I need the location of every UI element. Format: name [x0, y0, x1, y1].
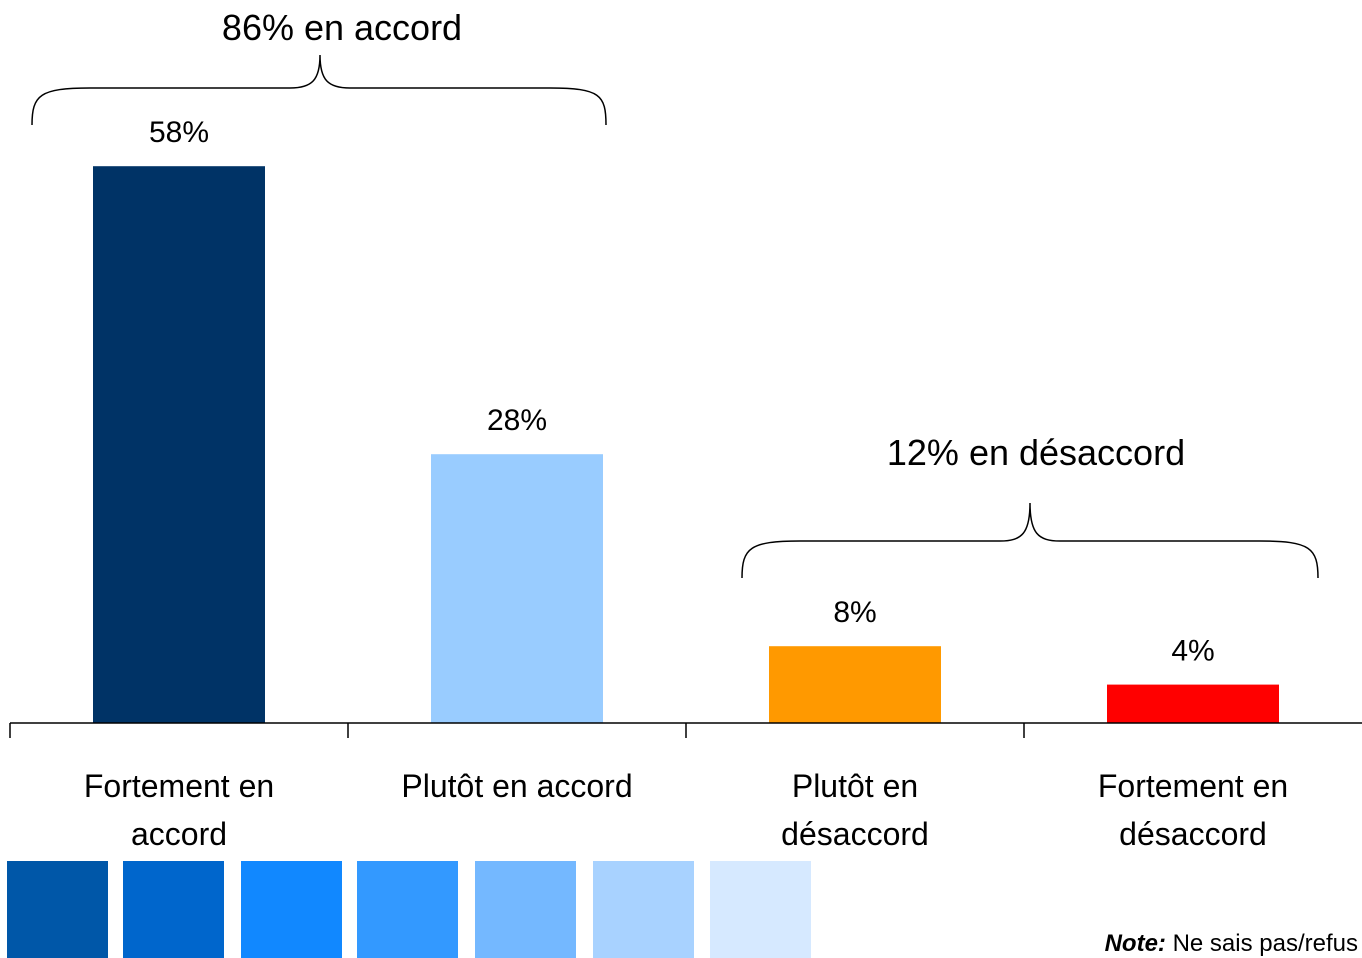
x-tick-label: Fortement en accord: [83, 768, 275, 852]
x-tick-label: Plutôt en désaccord: [781, 768, 929, 852]
bar: [1107, 684, 1279, 723]
brace: [741, 502, 1319, 579]
note-text: Ne sais pas/refus: [1172, 930, 1358, 957]
value-label: 28%: [487, 404, 547, 437]
x-tick-label: Fortement en désaccord: [1097, 768, 1289, 852]
note-label: Note:: [1104, 930, 1166, 957]
swatch: [593, 861, 694, 958]
bar: [431, 454, 603, 723]
value-label: 4%: [1171, 635, 1214, 668]
bar: [93, 166, 265, 723]
swatch: [475, 861, 576, 958]
annotation: 86% en accord: [222, 7, 462, 48]
swatch: [241, 861, 342, 958]
brace: [31, 54, 607, 126]
swatch: [357, 861, 458, 958]
swatch: [7, 861, 108, 958]
note: Note: Ne sais pas/refus: [1105, 930, 1358, 958]
bar: [769, 646, 941, 723]
x-tick-label: Plutôt en accord: [401, 768, 633, 804]
swatch: [710, 861, 811, 958]
value-label: 58%: [149, 116, 209, 149]
value-label: 8%: [833, 596, 876, 629]
annotation: 12% en désaccord: [887, 432, 1185, 473]
swatch: [123, 861, 224, 958]
